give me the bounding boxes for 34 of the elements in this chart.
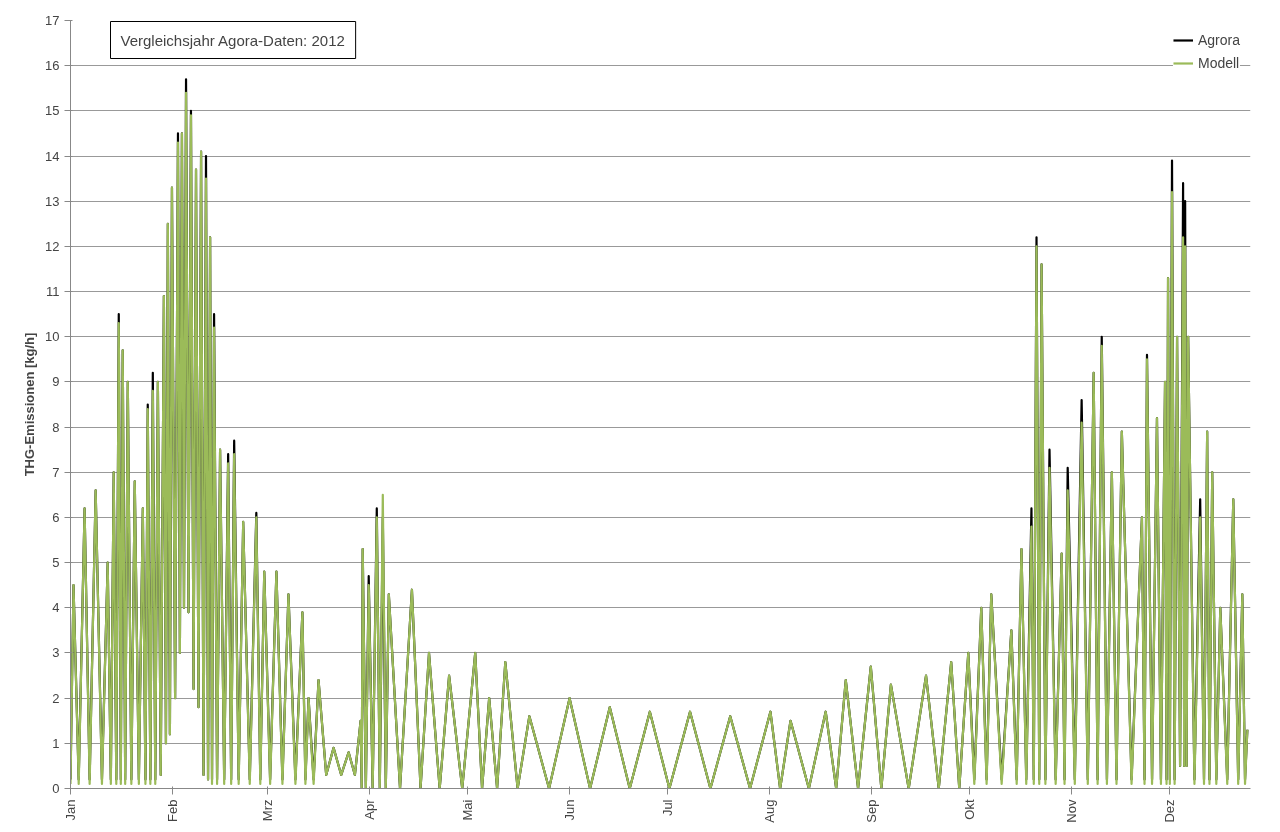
y-tick-label: 17 — [45, 13, 60, 28]
x-tick-label: Sep — [863, 799, 879, 823]
y-tick-label: 8 — [52, 419, 60, 435]
x-tick-label: Jul — [660, 799, 676, 817]
annotation: Vergleichsjahr Agora-Daten: 2012 — [120, 31, 345, 49]
y-tick-label: 10 — [45, 329, 60, 345]
y-tick-label: 6 — [52, 509, 60, 525]
y-tick-label: 15 — [45, 103, 60, 119]
x-tick-label: Mai — [460, 799, 476, 821]
x-tick-label: Mrz — [259, 799, 275, 822]
x-tick-label: Nov — [1063, 799, 1079, 823]
x-tick-label: Jun — [561, 799, 577, 821]
y-tick-label: 0 — [52, 781, 60, 796]
legend-label: Modell — [1197, 55, 1240, 71]
x-tick-label: Aug — [761, 799, 777, 823]
y-tick-label: 12 — [45, 238, 60, 254]
x-tick-label: Dez — [1162, 799, 1178, 823]
x-tick-label: Jan — [63, 799, 78, 821]
legend-label: Agrora — [1197, 32, 1240, 48]
x-tick-label: Apr — [361, 798, 377, 820]
y-tick-label: 4 — [52, 600, 60, 616]
y-tick-label: 5 — [52, 555, 60, 571]
x-tick-label: Feb — [164, 799, 180, 822]
y-tick-label: 1 — [52, 735, 60, 751]
y-tick-label: 7 — [52, 464, 60, 480]
y-tick-label: 9 — [52, 374, 60, 390]
y-axis-title: THG-Emissionen [kg/h] — [22, 332, 38, 477]
y-tick-label: 3 — [52, 645, 60, 661]
x-tick-label: Okt — [962, 799, 978, 820]
y-tick-label: 13 — [45, 193, 60, 209]
y-tick-label: 14 — [45, 148, 60, 164]
y-tick-label: 11 — [46, 284, 60, 300]
y-tick-label: 16 — [45, 58, 60, 74]
y-tick-label: 2 — [52, 690, 60, 706]
